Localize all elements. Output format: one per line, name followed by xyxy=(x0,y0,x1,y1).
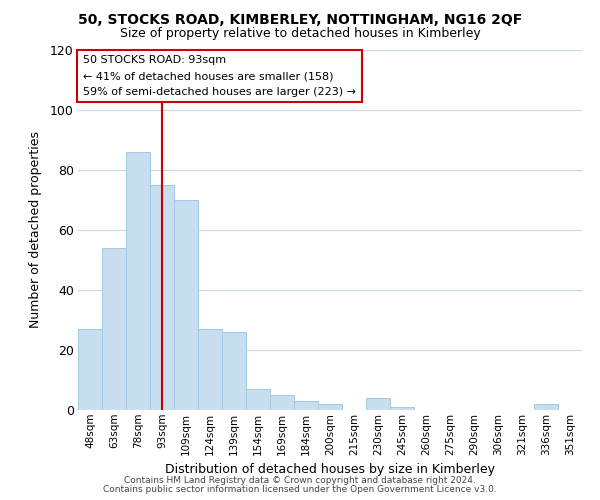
X-axis label: Distribution of detached houses by size in Kimberley: Distribution of detached houses by size … xyxy=(165,463,495,476)
Bar xyxy=(126,152,150,410)
Text: Size of property relative to detached houses in Kimberley: Size of property relative to detached ho… xyxy=(119,28,481,40)
Bar xyxy=(294,401,318,410)
Bar xyxy=(198,329,222,410)
Bar xyxy=(246,389,270,410)
Bar xyxy=(318,404,342,410)
Bar xyxy=(222,332,246,410)
Text: 50 STOCKS ROAD: 93sqm
← 41% of detached houses are smaller (158)
59% of semi-det: 50 STOCKS ROAD: 93sqm ← 41% of detached … xyxy=(83,56,356,96)
Bar xyxy=(150,185,174,410)
Text: 50, STOCKS ROAD, KIMBERLEY, NOTTINGHAM, NG16 2QF: 50, STOCKS ROAD, KIMBERLEY, NOTTINGHAM, … xyxy=(78,12,522,26)
Bar xyxy=(78,329,102,410)
Bar xyxy=(102,248,126,410)
Bar xyxy=(366,398,390,410)
Bar xyxy=(534,404,558,410)
Y-axis label: Number of detached properties: Number of detached properties xyxy=(29,132,41,328)
Bar xyxy=(270,395,294,410)
Bar xyxy=(174,200,198,410)
Text: Contains public sector information licensed under the Open Government Licence v3: Contains public sector information licen… xyxy=(103,485,497,494)
Text: Contains HM Land Registry data © Crown copyright and database right 2024.: Contains HM Land Registry data © Crown c… xyxy=(124,476,476,485)
Bar xyxy=(390,407,414,410)
